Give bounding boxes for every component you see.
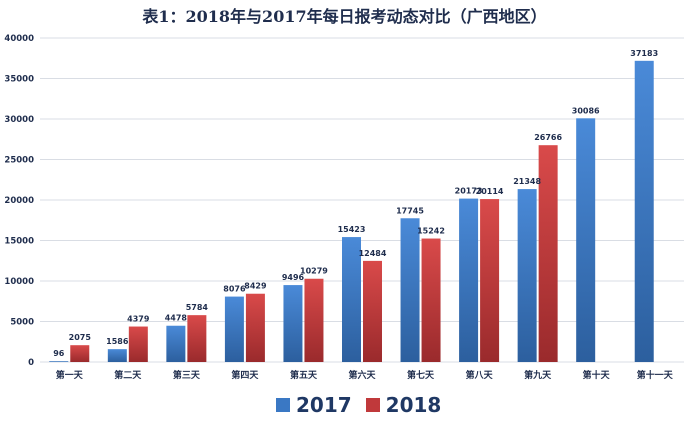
bar-2017-8 bbox=[459, 198, 479, 362]
data-label-2018-7: 15242 bbox=[417, 227, 445, 236]
bar-2017-4 bbox=[224, 296, 244, 362]
y-tick-label-30000: 30000 bbox=[4, 115, 34, 125]
y-tick-label-5000: 5000 bbox=[10, 318, 34, 328]
data-label-2017-6: 15423 bbox=[338, 225, 366, 234]
x-tick-label-7: 第七天 bbox=[407, 369, 435, 381]
bar-2018-8 bbox=[480, 199, 500, 362]
x-tick-label-1: 第一天 bbox=[56, 369, 84, 381]
bar-2017-11 bbox=[634, 60, 654, 363]
legend-label-2017: 2017 bbox=[296, 393, 352, 417]
bar-2018-4 bbox=[245, 293, 265, 362]
bar-2018-2 bbox=[128, 326, 148, 362]
x-tick-label-4: 第四天 bbox=[231, 369, 259, 381]
data-label-2017-8: 20173 bbox=[455, 187, 483, 196]
x-tick-label-11: 第十一天 bbox=[637, 369, 674, 381]
x-tick-label-6: 第六天 bbox=[348, 369, 376, 381]
bar-2018-5 bbox=[304, 278, 324, 362]
y-tick-label-25000: 25000 bbox=[4, 156, 34, 166]
bars bbox=[49, 60, 654, 363]
bar-2018-7 bbox=[421, 238, 441, 362]
data-label-2018-9: 26766 bbox=[534, 133, 562, 142]
bar-2018-3 bbox=[187, 315, 207, 362]
bar-2017-9 bbox=[517, 189, 537, 362]
data-label-2018-8: 20114 bbox=[476, 187, 504, 196]
data-label-2017-4: 8076 bbox=[223, 285, 246, 294]
y-tick-label-35000: 35000 bbox=[4, 75, 34, 85]
data-label-2018-6: 12484 bbox=[359, 249, 387, 258]
data-label-2017-11: 37183 bbox=[630, 49, 658, 58]
data-label-2018-5: 10279 bbox=[300, 267, 328, 276]
data-label-2018-4: 8429 bbox=[244, 282, 267, 291]
x-tick-label-2: 第二天 bbox=[114, 369, 142, 381]
bar-2018-1 bbox=[70, 345, 90, 362]
bar-2017-5 bbox=[283, 285, 303, 362]
x-tick-label-8: 第八天 bbox=[466, 369, 494, 381]
data-label-2017-3: 4478 bbox=[165, 314, 188, 323]
bar-2017-10 bbox=[576, 118, 596, 362]
bar-2017-2 bbox=[107, 349, 127, 362]
data-label-2018-3: 5784 bbox=[186, 303, 209, 312]
x-axis-ticks: 第一天 第二天 第三天 第四天 第五天 第六天 第七天 第八天 第九天 第十天 第十一天 bbox=[56, 369, 674, 381]
bar-2017-3 bbox=[166, 325, 186, 362]
legend: 2017 2018 bbox=[276, 393, 455, 417]
bar-2018-6 bbox=[363, 260, 382, 362]
legend-label-2018: 2018 bbox=[385, 393, 442, 417]
legend-swatch-2017 bbox=[276, 398, 290, 412]
chart-title: 表1：2018年与2017年每日报考动态对比（广西地区） bbox=[142, 7, 547, 26]
y-tick-label-40000: 40000 bbox=[4, 34, 34, 44]
data-label-2018-2: 4379 bbox=[127, 315, 150, 324]
data-label-2017-5: 9496 bbox=[282, 273, 305, 282]
y-tick-label-10000: 10000 bbox=[4, 277, 34, 287]
y-tick-label-20000: 20000 bbox=[4, 196, 34, 206]
bar-2017-1 bbox=[49, 361, 69, 362]
legend-item-2017: 2017 bbox=[276, 393, 352, 417]
data-label-2017-7: 17745 bbox=[396, 206, 424, 215]
x-tick-label-10: 第十天 bbox=[583, 369, 611, 381]
data-label-2018-1: 2075 bbox=[69, 333, 92, 342]
data-label-2017-2: 1586 bbox=[106, 337, 129, 346]
data-label-2017-10: 30086 bbox=[572, 106, 600, 115]
data-label-2017-1: 96 bbox=[53, 349, 65, 358]
bar-2017-7 bbox=[400, 218, 420, 362]
y-axis-ticks: 0 5000 10000 15000 20000 25000 30000 35000 40000 bbox=[4, 34, 34, 368]
x-tick-label-9: 第九天 bbox=[524, 369, 552, 381]
y-tick-label-0: 0 bbox=[28, 358, 34, 368]
legend-swatch-2018 bbox=[365, 398, 380, 412]
legend-item-2018: 2018 bbox=[365, 393, 442, 417]
bar-2018-9 bbox=[538, 145, 558, 362]
bar-2017-6 bbox=[342, 237, 361, 362]
x-tick-label-5: 第五天 bbox=[290, 369, 318, 381]
data-label-2017-9: 21348 bbox=[513, 177, 541, 186]
x-tick-label-3: 第三天 bbox=[173, 369, 201, 381]
y-tick-label-15000: 15000 bbox=[4, 237, 34, 247]
